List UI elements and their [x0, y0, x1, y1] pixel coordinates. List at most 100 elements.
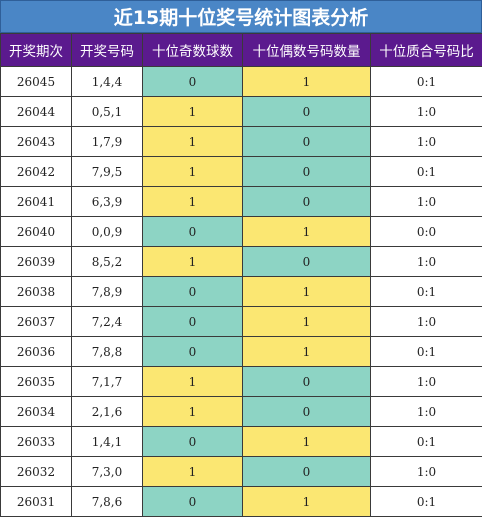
odd-count-cell: 0 — [143, 277, 243, 307]
issue-cell: 26037 — [1, 307, 72, 337]
header-even-count: 十位偶数号码数量 — [243, 34, 371, 67]
odd-count-cell: 1 — [143, 247, 243, 277]
issue-cell: 26034 — [1, 397, 72, 427]
even-count-cell: 0 — [243, 157, 371, 187]
odd-count-cell: 0 — [143, 217, 243, 247]
ratio-cell: 0:1 — [371, 337, 482, 367]
header-odd-count: 十位奇数球数 — [143, 34, 243, 67]
odd-count-cell: 1 — [143, 97, 243, 127]
even-count-cell: 0 — [243, 187, 371, 217]
numbers-cell: 6,3,9 — [72, 187, 143, 217]
numbers-cell: 7,8,6 — [72, 487, 143, 517]
issue-cell: 26039 — [1, 247, 72, 277]
issue-cell: 26044 — [1, 97, 72, 127]
even-count-cell: 1 — [243, 487, 371, 517]
issue-cell: 26045 — [1, 67, 72, 97]
ratio-cell: 0:1 — [371, 157, 482, 187]
ratio-cell: 0:1 — [371, 487, 482, 517]
table-header-row: 开奖期次 开奖号码 十位奇数球数 十位偶数号码数量 十位质合号码比 — [1, 34, 482, 67]
header-numbers: 开奖号码 — [72, 34, 143, 67]
even-count-cell: 0 — [243, 247, 371, 277]
issue-cell: 26038 — [1, 277, 72, 307]
odd-count-cell: 0 — [143, 487, 243, 517]
issue-cell: 26041 — [1, 187, 72, 217]
odd-count-cell: 1 — [143, 457, 243, 487]
even-count-cell: 1 — [243, 67, 371, 97]
issue-cell: 26032 — [1, 457, 72, 487]
odd-count-cell: 1 — [143, 127, 243, 157]
numbers-cell: 7,1,7 — [72, 367, 143, 397]
odd-count-cell: 0 — [143, 307, 243, 337]
ratio-cell: 0:1 — [371, 67, 482, 97]
odd-count-cell: 0 — [143, 427, 243, 457]
ratio-cell: 0:1 — [371, 277, 482, 307]
numbers-cell: 7,8,8 — [72, 337, 143, 367]
numbers-cell: 0,5,1 — [72, 97, 143, 127]
numbers-cell: 7,2,4 — [72, 307, 143, 337]
numbers-cell: 1,4,1 — [72, 427, 143, 457]
numbers-cell: 8,5,2 — [72, 247, 143, 277]
numbers-cell: 1,7,9 — [72, 127, 143, 157]
ratio-cell: 0:0 — [371, 217, 482, 247]
odd-count-cell: 1 — [143, 157, 243, 187]
ratio-cell: 1:0 — [371, 127, 482, 157]
ratio-cell: 1:0 — [371, 397, 482, 427]
odd-count-cell: 0 — [143, 337, 243, 367]
even-count-cell: 1 — [243, 427, 371, 457]
ratio-cell: 0:1 — [371, 427, 482, 457]
issue-cell: 26042 — [1, 157, 72, 187]
issue-cell: 26043 — [1, 127, 72, 157]
header-issue: 开奖期次 — [1, 34, 72, 67]
even-count-cell: 0 — [243, 127, 371, 157]
odd-count-cell: 1 — [143, 187, 243, 217]
issue-cell: 26036 — [1, 337, 72, 367]
numbers-cell: 1,4,4 — [72, 67, 143, 97]
even-count-cell: 0 — [243, 457, 371, 487]
page-title: 近15期十位奖号统计图表分析 — [0, 0, 482, 33]
ratio-cell: 1:0 — [371, 97, 482, 127]
issue-cell: 26031 — [1, 487, 72, 517]
ratio-cell: 1:0 — [371, 307, 482, 337]
even-count-cell: 0 — [243, 367, 371, 397]
even-count-cell: 0 — [243, 397, 371, 427]
issue-cell: 26033 — [1, 427, 72, 457]
numbers-cell: 0,0,9 — [72, 217, 143, 247]
issue-cell: 26040 — [1, 217, 72, 247]
ratio-cell: 1:0 — [371, 457, 482, 487]
odd-count-cell: 1 — [143, 397, 243, 427]
even-count-cell: 0 — [243, 97, 371, 127]
header-prime-composite-ratio: 十位质合号码比 — [371, 34, 482, 67]
ratio-cell: 1:0 — [371, 187, 482, 217]
ratio-cell: 1:0 — [371, 247, 482, 277]
odd-count-cell: 1 — [143, 367, 243, 397]
issue-cell: 26035 — [1, 367, 72, 397]
even-count-cell: 1 — [243, 337, 371, 367]
numbers-cell: 7,3,0 — [72, 457, 143, 487]
even-count-cell: 1 — [243, 307, 371, 337]
numbers-cell: 7,9,5 — [72, 157, 143, 187]
even-count-cell: 1 — [243, 217, 371, 247]
numbers-cell: 7,8,9 — [72, 277, 143, 307]
even-count-cell: 1 — [243, 277, 371, 307]
numbers-cell: 2,1,6 — [72, 397, 143, 427]
ratio-cell: 1:0 — [371, 367, 482, 397]
odd-count-cell: 0 — [143, 67, 243, 97]
